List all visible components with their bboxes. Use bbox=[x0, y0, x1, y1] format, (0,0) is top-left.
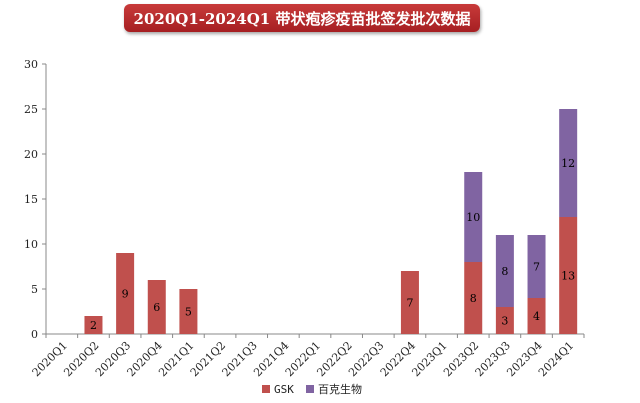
bar-value-label: 7 bbox=[406, 297, 413, 310]
y-tick-label: 10 bbox=[24, 238, 38, 251]
chart-title: 2020Q1-2024Q1 带状疱疹疫苗批签发批次数据 bbox=[124, 4, 480, 32]
bar-value-label: 8 bbox=[501, 265, 508, 278]
bar-value-label: 12 bbox=[561, 157, 575, 170]
legend-label-gsk: GSK bbox=[274, 383, 294, 396]
bar-value-label: 5 bbox=[185, 306, 192, 319]
bar-value-label: 10 bbox=[466, 211, 480, 224]
bar-value-label: 3 bbox=[501, 315, 508, 328]
bar-gsk-2020Q4 bbox=[147, 280, 166, 334]
bar-value-label: 7 bbox=[533, 261, 540, 274]
y-tick-label: 15 bbox=[24, 193, 38, 206]
legend-label-baike: 百克生物 bbox=[318, 382, 362, 396]
bar-gsk-2020Q3 bbox=[116, 253, 135, 334]
bars: 2 9 6 5 7 8 10 3 8 4 7 13 12 bbox=[84, 109, 578, 334]
bar-value-label: 8 bbox=[470, 292, 477, 305]
y-tick-label: 25 bbox=[24, 103, 38, 116]
bar-gsk-2021Q1 bbox=[179, 289, 198, 334]
x-tick-labels: 2020Q12020Q22020Q32020Q42021Q12021Q22021… bbox=[30, 339, 577, 379]
bar-value-label: 4 bbox=[533, 310, 540, 323]
bar-value-label: 13 bbox=[561, 270, 575, 283]
bar-gsk-2023Q3 bbox=[495, 307, 514, 334]
bar-value-label: 6 bbox=[153, 301, 160, 314]
y-tick-label: 30 bbox=[24, 58, 38, 71]
bar-baike-2023Q2 bbox=[464, 172, 483, 262]
x-tick-label: 2024Q1 bbox=[536, 339, 576, 379]
y-tick-label: 0 bbox=[31, 328, 38, 341]
bar-gsk-2022Q4 bbox=[400, 271, 419, 334]
legend-swatch-gsk bbox=[262, 385, 270, 393]
y-tick-label: 20 bbox=[24, 148, 38, 161]
bar-value-label: 2 bbox=[90, 319, 97, 332]
bar-baike-2023Q4 bbox=[527, 235, 546, 298]
bar-gsk-2020Q2 bbox=[84, 316, 103, 334]
bar-gsk-2024Q1 bbox=[559, 217, 578, 334]
legend-swatch-baike bbox=[306, 385, 314, 393]
y-tick-label: 5 bbox=[31, 283, 38, 296]
bar-value-label: 9 bbox=[122, 288, 129, 301]
bar-baike-2023Q3 bbox=[495, 235, 514, 307]
bar-gsk-2023Q2 bbox=[464, 262, 483, 334]
bar-gsk-2023Q4 bbox=[527, 298, 546, 334]
legend: GSK 百克生物 bbox=[262, 382, 362, 396]
bar-baike-2024Q1 bbox=[559, 109, 578, 217]
